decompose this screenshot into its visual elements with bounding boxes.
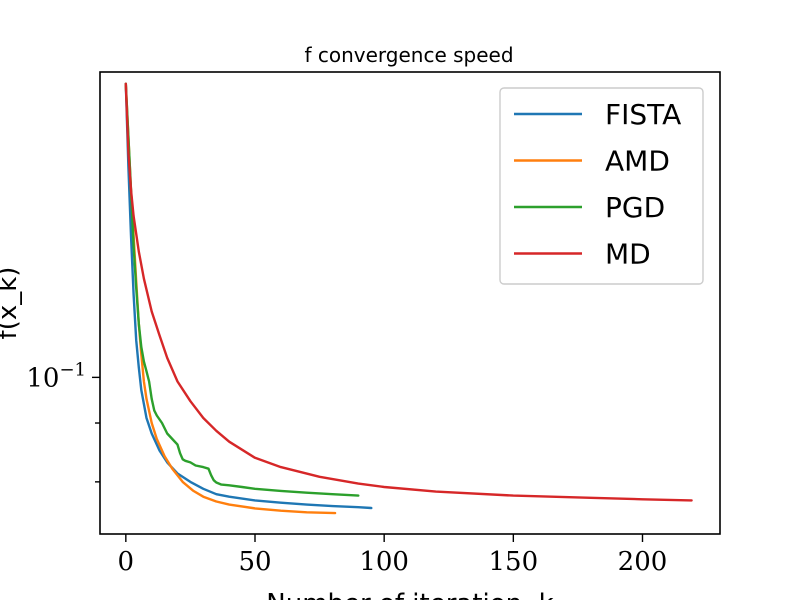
series-line-fista [124, 82, 373, 510]
y-axis-label: f(x_k) [0, 267, 23, 340]
x-axis: 0 50 100 150 200 [118, 534, 668, 577]
x-tick-label: 200 [618, 547, 668, 577]
series-line-amd [124, 82, 337, 515]
y-axis: 10−1 [26, 359, 100, 483]
x-tick-label: 150 [489, 547, 539, 577]
x-tick-label: 100 [359, 547, 409, 577]
y-tick-label: 10−1 [26, 359, 86, 393]
plot-frame [99, 71, 721, 535]
legend-label-md: MD [605, 238, 651, 271]
x-tick-label: 50 [238, 547, 271, 577]
legend-box [499, 87, 704, 285]
legend-label-fista: FISTA [605, 98, 681, 131]
x-tick-label: 0 [118, 547, 135, 577]
series-line-pgd [124, 82, 360, 497]
legend: FISTA AMD PGD MD [499, 87, 704, 285]
x-axis-label: Number of iteration, k [266, 589, 553, 600]
chart-title: f convergence speed [304, 43, 513, 67]
legend-label-pgd: PGD [605, 191, 665, 224]
legend-label-amd: AMD [605, 145, 670, 178]
series-layer [124, 82, 693, 515]
series-line-md [124, 82, 693, 502]
